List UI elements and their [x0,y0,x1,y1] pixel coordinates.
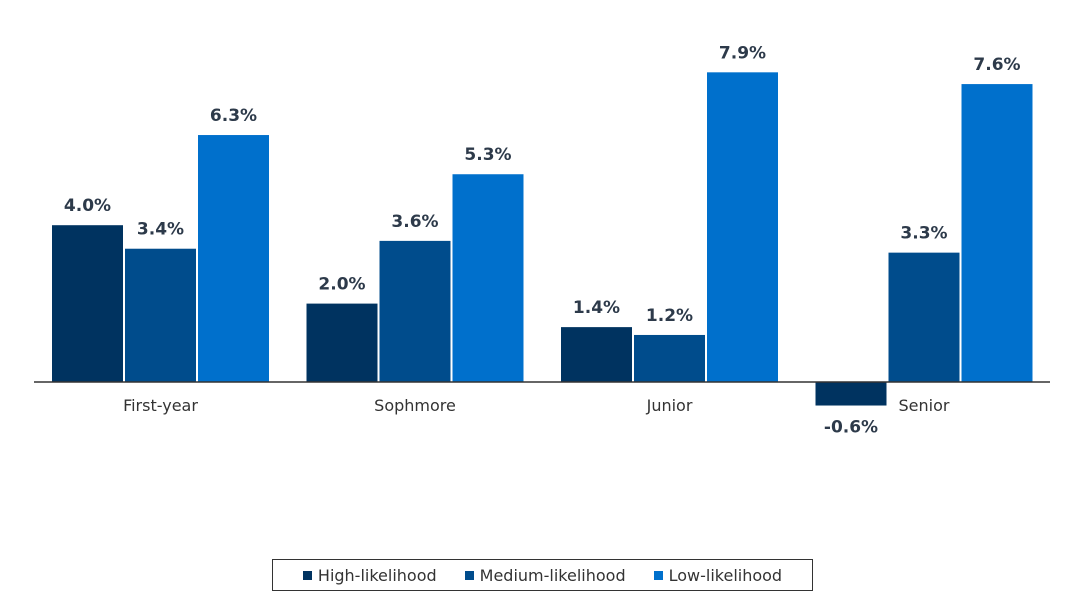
bar-medium-likelihood-first-year [125,248,196,382]
category-label: Sophmore [374,396,456,415]
bar-medium-likelihood-junior [634,334,705,382]
bar-low-likelihood-first-year [198,135,269,382]
bar-medium-likelihood-senior [888,252,960,382]
legend-item: Medium-likelihood [464,565,626,585]
data-label: 2.0% [318,275,365,295]
data-label: 1.4% [573,298,620,318]
bar-high-likelihood-senior [815,382,887,406]
legend-swatch [302,570,312,580]
bar-low-likelihood-sophmore [452,174,524,382]
legend-item: High-likelihood [302,565,437,585]
data-label: 6.3% [210,106,257,126]
legend-item: Low-likelihood [653,565,783,585]
category-label: Senior [899,396,950,415]
legend-label: Low-likelihood [668,565,783,585]
legend: High-likelihood Medium-likelihood Low-like… [272,559,813,591]
data-label: -0.6% [824,418,878,438]
legend-label: Medium-likelihood [479,565,626,585]
data-label: 3.3% [900,224,947,244]
bar-high-likelihood-sophmore [306,303,378,382]
category-label: Junior [646,396,693,415]
bar-medium-likelihood-sophmore [379,240,451,382]
data-label: 3.4% [137,220,184,240]
bar-high-likelihood-junior [561,327,632,382]
legend-swatch [653,570,663,580]
data-label: 1.2% [646,306,693,326]
bar-low-likelihood-senior [961,84,1033,382]
data-label: 7.9% [719,43,766,63]
data-label: 4.0% [64,196,111,216]
legend-swatch [464,570,474,580]
bar-low-likelihood-junior [707,72,778,382]
data-label: 5.3% [464,145,511,165]
legend-label: High-likelihood [317,565,437,585]
category-label: First-year [123,396,198,415]
bar-high-likelihood-first-year [52,225,123,382]
data-label: 7.6% [973,55,1020,75]
data-label: 3.6% [391,212,438,232]
